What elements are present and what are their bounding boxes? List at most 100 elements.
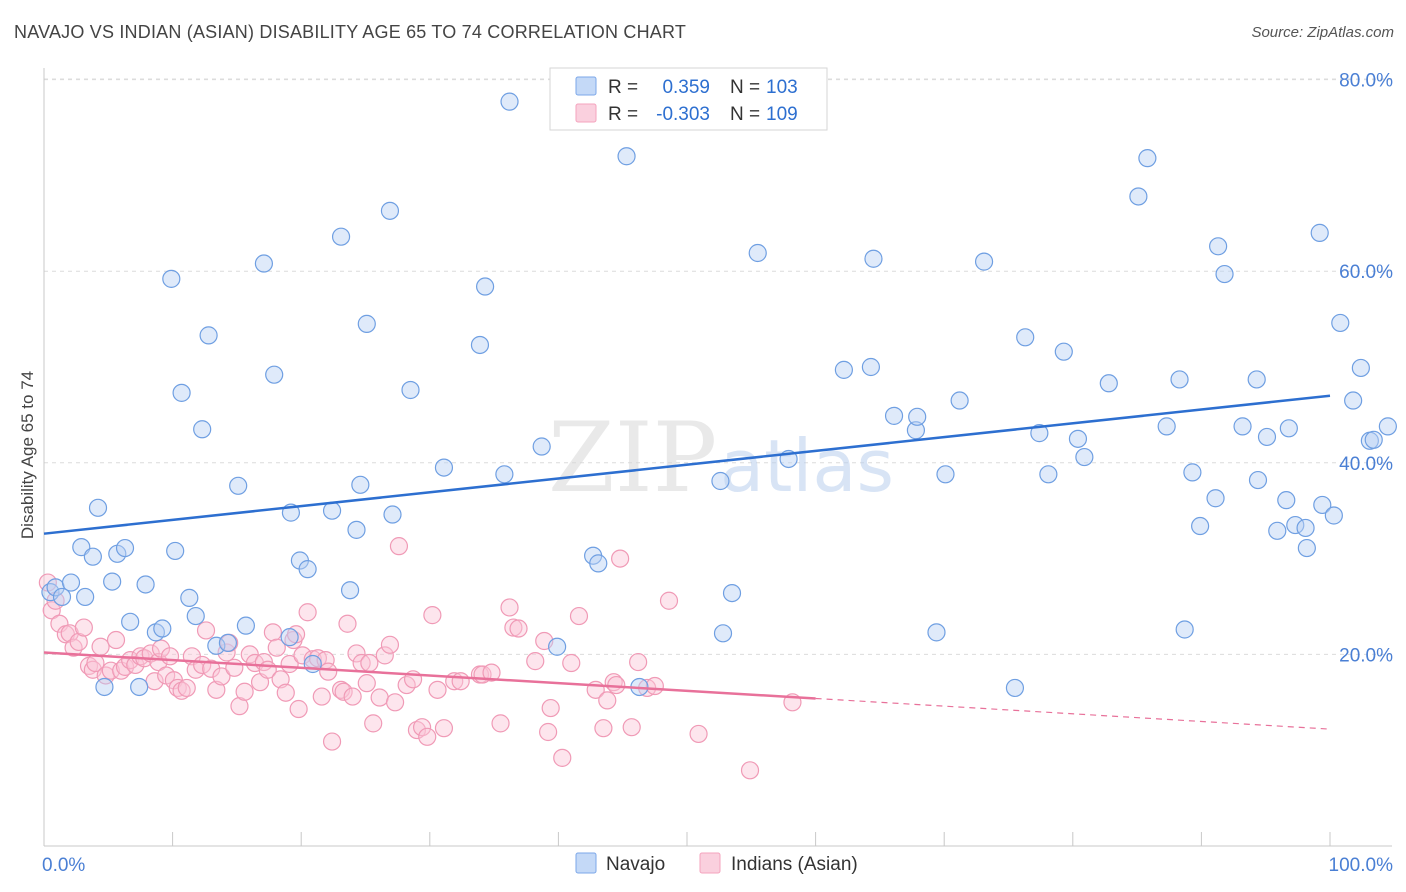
navajo-point [340, 581, 360, 600]
navajo-point [347, 520, 366, 539]
navajo-point [475, 277, 495, 296]
navajo-point [1344, 391, 1363, 410]
navajo-point [1209, 237, 1228, 256]
navajo-point [950, 391, 969, 410]
indians-asian-point [322, 732, 342, 751]
indians-asian-point [240, 645, 259, 664]
navajo-point [974, 252, 994, 271]
legend-r-label-navajo: R = [608, 77, 638, 98]
navajo-point [864, 249, 883, 268]
indians-asian-point [740, 761, 760, 780]
navajo-point [1247, 370, 1266, 389]
indians-asian-point [629, 652, 648, 672]
indians-asian-point [370, 688, 389, 707]
legend-r-label-indians: R = [608, 104, 638, 125]
navajo-point [1183, 463, 1202, 482]
y-tick-labels: 20.0% 40.0% 60.0% 80.0% [1339, 71, 1393, 667]
indians-asian-point [645, 676, 664, 696]
navajo-point [1364, 430, 1383, 449]
indians-asian-point [553, 748, 572, 767]
navajo-point [927, 623, 946, 642]
bottom-legend-label-navajo: Navajo [606, 854, 665, 875]
indians-asian-point [539, 722, 558, 742]
navajo-point [1157, 417, 1176, 436]
bottom-legend-swatch-indians [699, 852, 721, 874]
bottom-legend-label-indians: Indians (Asian) [731, 854, 858, 875]
indians-asian-point [423, 606, 442, 625]
indians-asian-point [267, 638, 286, 657]
indians-asian-point [482, 663, 501, 682]
indians-asian-point [64, 638, 83, 657]
navajo-point [1286, 515, 1305, 535]
indians-asian-point [319, 662, 338, 681]
navajo-point [1054, 342, 1073, 361]
navajo-point [186, 606, 205, 626]
navajo-point [1175, 620, 1194, 639]
indians-asian-point [202, 659, 221, 678]
indians-asian-point [407, 720, 427, 740]
navajo-point [380, 201, 400, 220]
navajo-point [1206, 489, 1225, 508]
navajo-point [1233, 417, 1252, 436]
indians-asian-point [541, 698, 560, 718]
navajo-point [617, 147, 636, 166]
navajo-point [166, 541, 185, 561]
indians-asian-point [360, 653, 379, 673]
navajo-point [401, 380, 420, 400]
legend-n-value-indians: 109 [766, 104, 798, 125]
indians-asian-point [225, 658, 244, 677]
indians-asian-point [569, 606, 589, 626]
indians-asian-point [74, 618, 93, 637]
navajo-point [351, 475, 370, 494]
indians-asian-point [491, 714, 510, 733]
navajo-point [1030, 424, 1049, 443]
navajo-point [532, 437, 551, 456]
navajo-point [162, 269, 181, 288]
indians-asian-point [451, 672, 470, 691]
navajo-point [193, 420, 212, 439]
navajo-point [1075, 447, 1094, 467]
indians-asian-point [357, 674, 376, 693]
y-axis-label: Disability Age 65 to 74 [18, 371, 37, 539]
y-tick-label: 40.0% [1339, 454, 1393, 475]
navajo-point [76, 587, 95, 607]
indians-asian-point [418, 727, 437, 746]
legend-swatch-navajo [575, 76, 597, 96]
indians-asian-point [594, 719, 613, 738]
indians-asian-point [338, 614, 357, 633]
navajo-point [1310, 223, 1329, 242]
navajo-point [61, 573, 81, 592]
indians-asian-point [375, 646, 394, 665]
navajo-point [115, 538, 135, 558]
navajo-point [1324, 506, 1343, 525]
navajo-point [383, 505, 402, 524]
navajo-point [1016, 328, 1035, 347]
indians-asian-point [500, 598, 519, 617]
series-legend: Navajo Indians (Asian) [575, 852, 858, 875]
y-tick-label: 60.0% [1339, 262, 1393, 283]
indians-asian-point [276, 683, 295, 702]
watermark: ZIP atlas [548, 402, 894, 514]
navajo-point [434, 458, 454, 477]
navajo-trend-line [43, 394, 1331, 535]
navajo-point [908, 407, 927, 426]
navajo-point [1005, 678, 1025, 698]
navajo-point [722, 583, 742, 603]
navajo-point [199, 326, 218, 345]
indians-asian-point [611, 549, 630, 568]
x-tick-labels: 0.0% 100.0% [42, 855, 1393, 876]
navajo-point [229, 476, 248, 495]
indians-asian-point [212, 667, 231, 686]
navajo-point [1257, 427, 1277, 447]
navajo-point [1351, 358, 1370, 378]
indians-asian-point [385, 693, 405, 712]
indians-asian-point [364, 714, 383, 733]
navajo-point [1297, 538, 1316, 558]
navajo-point [1296, 518, 1315, 538]
navajo-point [495, 465, 514, 484]
indians-asian-point [289, 699, 308, 719]
navajo-point [1129, 187, 1148, 206]
navajo-point [83, 547, 102, 566]
navajo-point [298, 560, 317, 579]
indians-asian-point [689, 724, 708, 744]
